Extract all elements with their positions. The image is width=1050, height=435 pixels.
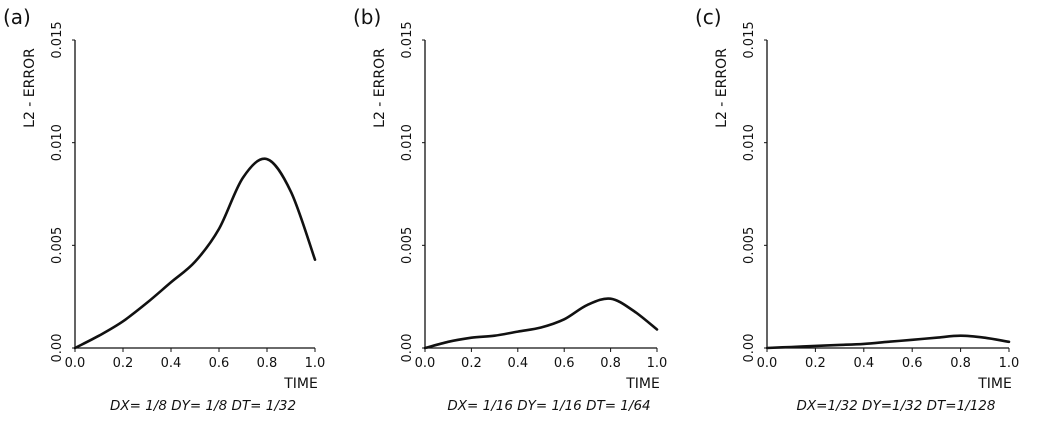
x-tick-label: 0.2 xyxy=(805,356,826,371)
x-tick-label: 1.0 xyxy=(999,356,1020,371)
panel-label: (b) xyxy=(353,5,381,29)
series-line xyxy=(765,334,1011,350)
x-tick-label: 0.2 xyxy=(461,356,482,371)
y-axis-title: L2 - ERROR xyxy=(714,48,730,128)
x-tick-label: 0.4 xyxy=(161,356,182,371)
series-line xyxy=(73,157,317,350)
x-tick-label: 0.8 xyxy=(950,356,971,371)
y-tick-label: 0.00 xyxy=(742,334,757,363)
x-tick-label: 0.4 xyxy=(853,356,874,371)
series-line xyxy=(423,297,659,350)
panel-label: (c) xyxy=(695,5,722,29)
y-axis-title: L2 - ERROR xyxy=(372,48,388,128)
x-tick-label: 0.6 xyxy=(209,356,230,371)
x-tick-label: 0.8 xyxy=(257,356,278,371)
y-tick-label: 0.010 xyxy=(400,124,415,161)
x-tick-label: 0.4 xyxy=(507,356,528,371)
x-tick-label: 0.8 xyxy=(600,356,621,371)
y-tick-label: 0.00 xyxy=(400,334,415,363)
x-axis-title: TIME xyxy=(977,376,1012,392)
x-tick-label: 0.0 xyxy=(415,356,436,371)
y-tick-label: 0.00 xyxy=(50,334,65,363)
parameter-caption: DX= 1/16 DY= 1/16 DT= 1/64 xyxy=(447,398,650,414)
y-tick-label: 0.005 xyxy=(50,227,65,264)
x-axis-title: TIME xyxy=(283,376,318,392)
parameter-caption: DX= 1/8 DY= 1/8 DT= 1/32 xyxy=(110,398,296,414)
y-tick-label: 0.015 xyxy=(400,21,415,58)
x-tick-label: 1.0 xyxy=(647,356,668,371)
y-tick-label: 0.005 xyxy=(400,227,415,264)
x-tick-label: 0.6 xyxy=(902,356,923,371)
y-tick-label: 0.010 xyxy=(50,124,65,161)
y-tick-label: 0.015 xyxy=(50,21,65,58)
y-tick-label: 0.015 xyxy=(742,21,757,58)
y-axis-title: L2 - ERROR xyxy=(22,48,38,128)
x-tick-label: 0.2 xyxy=(113,356,134,371)
x-tick-label: 1.0 xyxy=(305,356,326,371)
x-tick-label: 0.0 xyxy=(65,356,86,371)
x-axis-title: TIME xyxy=(625,376,660,392)
y-tick-label: 0.010 xyxy=(742,124,757,161)
x-tick-label: 0.0 xyxy=(757,356,778,371)
x-tick-label: 0.6 xyxy=(554,356,575,371)
parameter-caption: DX=1/32 DY=1/32 DT=1/128 xyxy=(797,398,996,414)
panel-label: (a) xyxy=(3,5,31,29)
y-tick-label: 0.005 xyxy=(742,227,757,264)
